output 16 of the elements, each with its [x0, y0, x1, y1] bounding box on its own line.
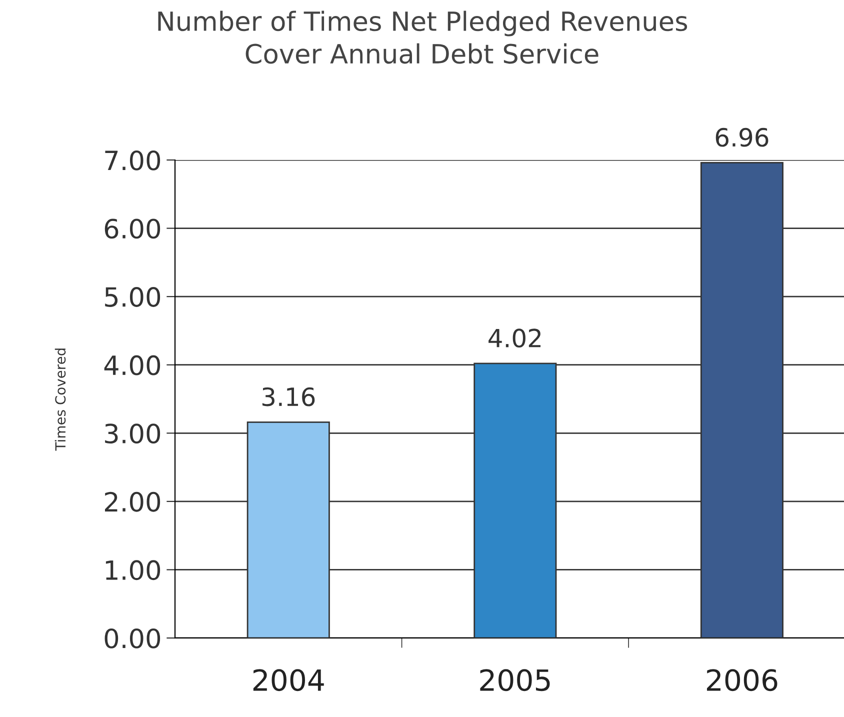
data-label: 6.96: [716, 128, 768, 147]
chart-title: Number of Times Net Pledged Revenues Cover Annual Debt Service: [158, 10, 688, 64]
y-tick-label: 2.00: [104, 492, 160, 512]
y-tick-label: 3.00: [105, 424, 160, 444]
x-tick-label: 2005: [480, 669, 550, 692]
data-label: 4.02: [488, 328, 540, 348]
y-tick-label: 4.00: [104, 355, 160, 376]
y-tick-label: 7.00: [105, 150, 160, 170]
y-tick-label: 1.00: [106, 560, 160, 580]
x-tick-label: 2004: [253, 669, 324, 692]
x-tick-label: 2006: [706, 669, 778, 692]
y-axis-title: Times Covered: [54, 348, 66, 451]
y-tick-label: 0.00: [104, 628, 160, 648]
data-label: 3.16: [262, 387, 315, 406]
y-tick-label: 6.00: [104, 218, 160, 239]
y-tick-label: 5.00: [105, 287, 160, 307]
